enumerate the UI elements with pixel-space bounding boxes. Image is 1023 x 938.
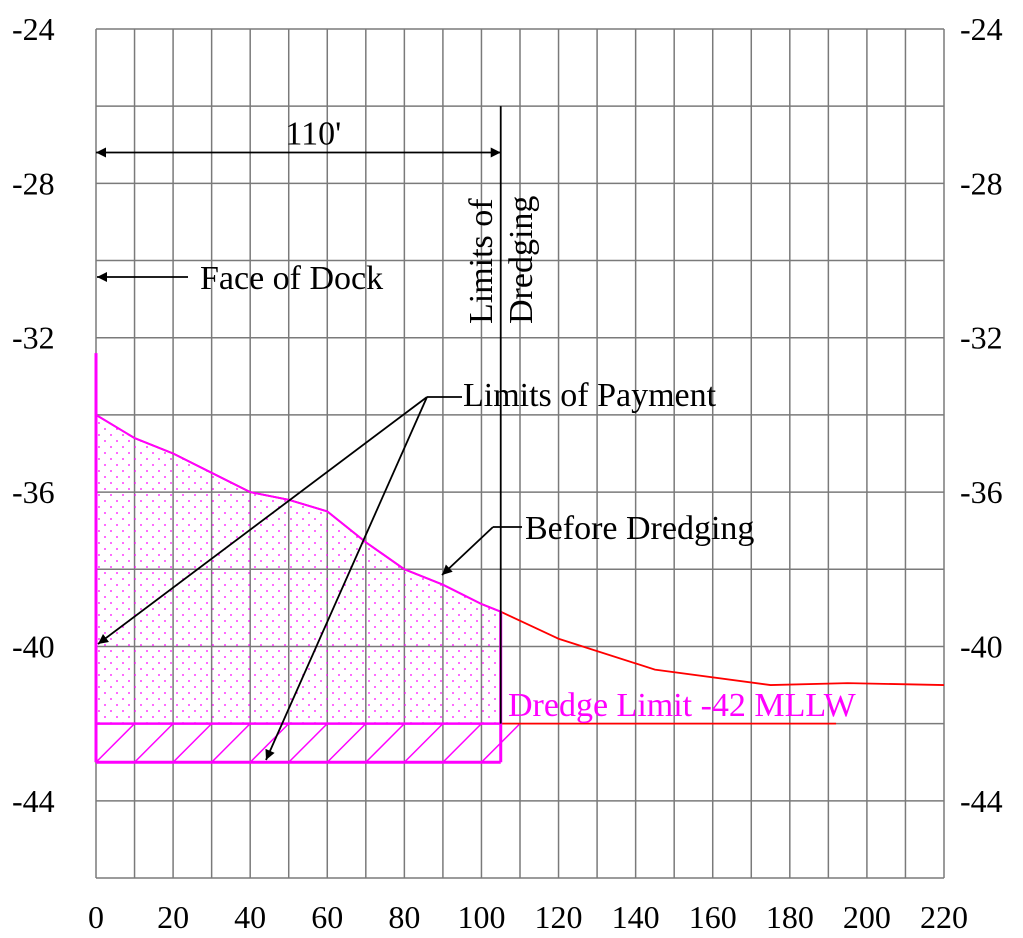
- tick-labels: -24 -24 -28 -28 -32 -32 -36 -36 -40 -40 -44 -44 0 20 4…: [12, 11, 1003, 935]
- x-tick-label: 160: [689, 899, 737, 935]
- hatch-line: [249, 723, 290, 763]
- hatch-line: [95, 723, 136, 763]
- hatch-line: [326, 723, 367, 763]
- x-tick-label: 220: [920, 899, 968, 935]
- y-tick-label-left: -40: [12, 628, 55, 664]
- dredge-area: [95, 414, 521, 763]
- hatch-line: [365, 723, 405, 763]
- x-tick-label: 20: [157, 899, 189, 935]
- grid: [95, 28, 945, 879]
- x-tick-label: 140: [612, 899, 660, 935]
- y-tick-label-left: -36: [12, 474, 55, 510]
- y-tick-label-right: -32: [960, 320, 1003, 356]
- y-tick-label-right: -40: [960, 628, 1003, 664]
- x-tick-label: 0: [88, 899, 104, 935]
- hatch-line: [403, 723, 444, 763]
- x-tick-label: 40: [234, 899, 266, 935]
- face-of-dock-label: Face of Dock: [200, 260, 383, 297]
- x-tick-label: 120: [535, 899, 583, 935]
- y-tick-label-right: -24: [960, 11, 1003, 47]
- y-tick-label-right: -36: [960, 474, 1003, 510]
- y-tick-label-left: -28: [12, 165, 55, 201]
- limits-of-payment-arrow-1: [97, 396, 428, 645]
- hatch-line: [211, 723, 251, 763]
- x-tick-label: 100: [457, 899, 505, 935]
- x-tick-label: 60: [311, 899, 343, 935]
- dimension-label: 110': [285, 115, 341, 152]
- annotations: 110' Face of Dock Limits of Dredging Limits …: [96, 106, 857, 761]
- y-tick-label-left: -24: [12, 11, 55, 47]
- y-tick-label-left: -44: [12, 783, 55, 819]
- hatch-line: [288, 723, 328, 763]
- x-tick-label: 200: [843, 899, 891, 935]
- y-tick-label-left: -32: [12, 320, 55, 356]
- before-dredging-arrow: [441, 526, 494, 576]
- before-dredging-label: Before Dredging: [525, 510, 754, 547]
- y-tick-label-right: -28: [960, 165, 1003, 201]
- overdredge-hatch: [95, 723, 521, 763]
- dredge-profile-overlay: [95, 414, 502, 613]
- x-tick-label: 80: [388, 899, 420, 935]
- limits-of-dredging-label-line1: Limits of: [463, 198, 500, 324]
- hatch-line: [134, 723, 174, 763]
- x-tick-label: 180: [766, 899, 814, 935]
- y-tick-label-right: -44: [960, 783, 1003, 819]
- limits-of-dredging-label-line2: Dredging: [503, 196, 540, 324]
- limits-of-payment-arrow-2: [265, 396, 428, 761]
- hatch-line: [172, 723, 213, 763]
- hatch-line: [442, 723, 482, 763]
- profile-layer: [94, 353, 945, 764]
- dredge-prism-dots: [96, 414, 501, 724]
- limits-of-payment-label: Limits of Payment: [463, 377, 717, 414]
- dredge-limit-label: Dredge Limit -42 MLLW: [508, 687, 857, 724]
